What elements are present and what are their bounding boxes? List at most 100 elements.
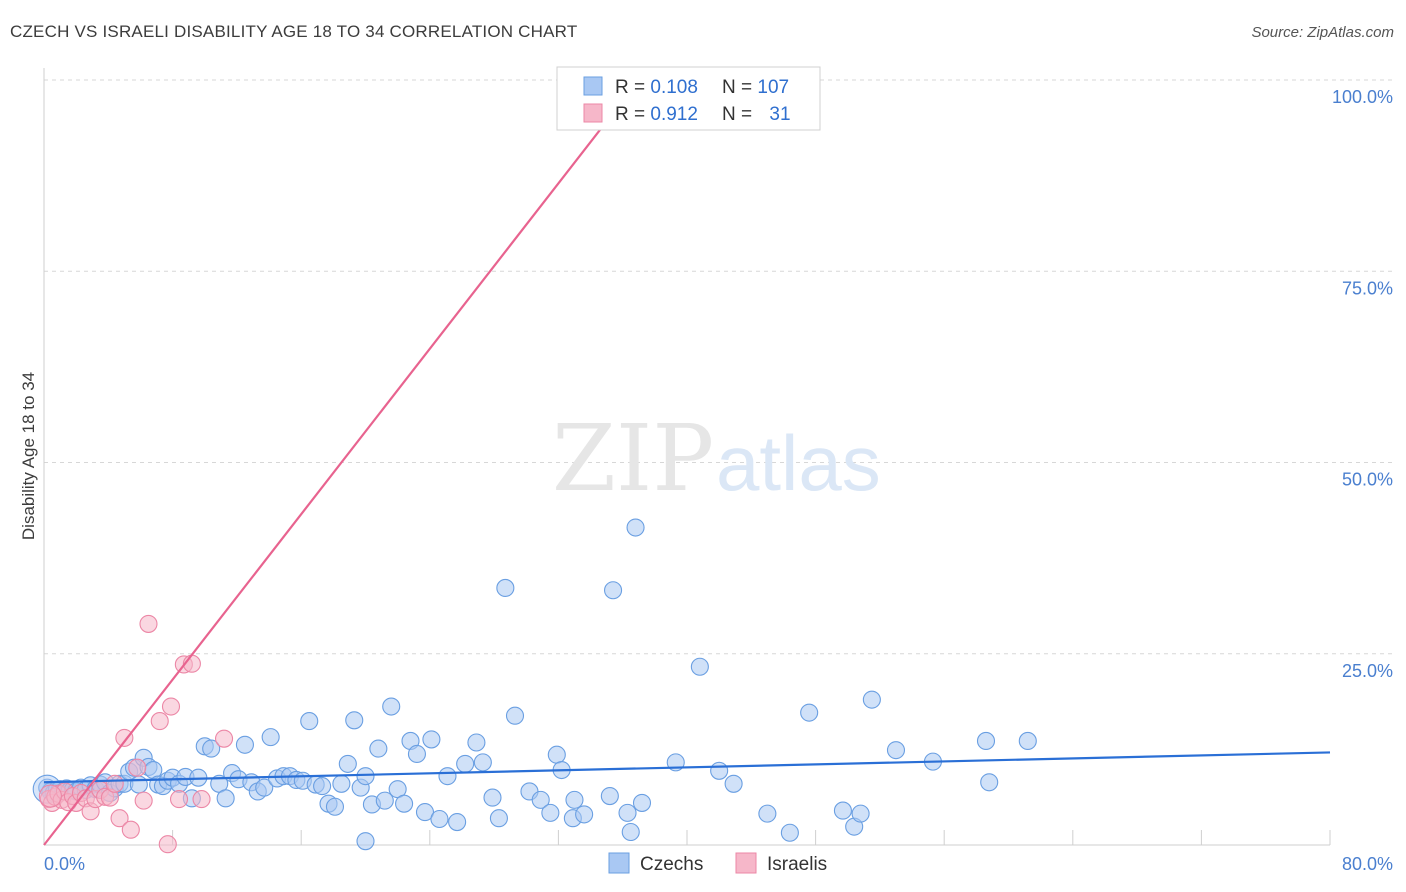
czech-point — [618, 803, 637, 822]
y-tick-label: 50.0% — [1342, 470, 1393, 490]
watermark-atlas: atlas — [716, 419, 881, 507]
czech-point — [541, 803, 560, 822]
israeli-point — [115, 728, 134, 747]
gridlines — [43, 79, 1392, 845]
israeli-point — [38, 784, 62, 808]
svg-text:N = 31: N = 31 — [722, 104, 791, 125]
czech-point — [467, 733, 486, 752]
czech-point — [313, 777, 332, 796]
legend-r-value: 0.108 — [650, 77, 698, 98]
israeli-point — [192, 790, 211, 809]
y-tick-labels: 25.0% 50.0% 75.0% 100.0% — [1332, 87, 1393, 681]
czech-point — [332, 774, 351, 793]
czech-point — [407, 744, 426, 764]
legend-n-label: N = — [722, 104, 757, 125]
czech-point — [976, 731, 996, 751]
legend-r-label: R = — [615, 104, 650, 125]
czech-point — [600, 786, 619, 806]
legend-r-value: 0.912 — [650, 104, 698, 125]
czech-point — [216, 789, 235, 808]
czech-point — [604, 581, 623, 600]
chart-title: CZECH VS ISRAELI DISABILITY AGE 18 TO 34… — [10, 22, 578, 41]
bottom-legend-swatch-israelis — [735, 852, 757, 874]
svg-text:N = 107: N = 107 — [722, 77, 789, 98]
x-tick-label: 80.0% — [1342, 854, 1393, 874]
legend-r-label: R = — [615, 77, 650, 98]
czech-point — [886, 741, 906, 760]
legend-n-value: 107 — [757, 77, 789, 98]
czech-point — [780, 823, 799, 842]
israeli-trend-line — [43, 79, 640, 846]
israeli-point — [110, 809, 129, 828]
czech-point — [369, 739, 388, 758]
czech-point — [724, 774, 743, 793]
czech-point — [621, 822, 640, 842]
israeli-point — [128, 758, 147, 777]
bottom-legend-swatch-czechs — [608, 852, 630, 874]
svg-text:R = 0.912: R = 0.912 — [615, 104, 698, 125]
source-credit: Source: ZipAtlas.com — [1251, 24, 1394, 41]
czech-point — [980, 773, 999, 792]
israeli-point — [158, 835, 177, 854]
czech-point — [531, 790, 550, 809]
czech-point — [505, 706, 525, 725]
czech-point — [489, 809, 508, 828]
czech-trend-line — [43, 751, 1331, 784]
czech-point — [422, 730, 441, 749]
legend-swatch-czechs — [583, 76, 603, 96]
czech-point — [356, 767, 375, 786]
czech-point — [758, 804, 777, 823]
czech-point — [626, 518, 645, 537]
israeli-point — [214, 729, 234, 748]
watermark: ZIP atlas — [552, 405, 881, 512]
czech-point — [261, 728, 280, 747]
czech-point — [300, 712, 319, 731]
x-tick-label: 0.0% — [44, 854, 85, 874]
czech-point — [690, 657, 709, 676]
israeli-point — [121, 820, 140, 839]
czech-point — [473, 753, 492, 772]
czech-point — [632, 793, 652, 812]
israeli-point — [161, 697, 181, 716]
czech-point — [565, 790, 584, 809]
israeli-point — [150, 712, 169, 731]
czech-point — [438, 767, 457, 786]
trend-lines — [43, 79, 1331, 846]
czech-point — [395, 794, 414, 813]
y-tick-label: 100.0% — [1332, 87, 1393, 107]
czech-point — [356, 832, 375, 851]
czech-point — [202, 739, 221, 758]
axes — [43, 68, 1330, 846]
czech-point — [862, 690, 881, 709]
israeli-point — [105, 774, 124, 793]
czech-point — [345, 711, 364, 730]
czech-point — [575, 805, 594, 824]
watermark-zip: ZIP — [552, 405, 714, 512]
bottom-legend-israelis: Israelis — [767, 854, 827, 875]
czech-point — [833, 801, 852, 820]
legend-n-value: 31 — [769, 104, 790, 125]
legend: R = 0.108 N = 107 R = 0.912 N = 31 — [556, 66, 821, 131]
czech-point — [710, 761, 729, 780]
legend-n-label: N = — [722, 77, 757, 98]
czech-point — [382, 697, 401, 716]
czech-point — [338, 754, 357, 773]
czech-point — [851, 804, 870, 823]
czech-point — [255, 778, 274, 797]
czech-point — [448, 812, 467, 832]
y-tick-label: 25.0% — [1342, 661, 1393, 681]
israeli-point — [169, 790, 189, 809]
israeli-point — [134, 791, 153, 810]
x-tick-labels: 0.0% 80.0% — [44, 854, 1393, 874]
czech-point — [547, 745, 566, 764]
czech-point — [375, 791, 394, 810]
czech-point — [325, 797, 345, 816]
czech-point — [483, 788, 502, 807]
czech-point — [800, 703, 819, 722]
czech-point — [129, 775, 148, 794]
israeli-points — [38, 614, 234, 854]
czech-point — [456, 754, 475, 773]
y-tick-label: 75.0% — [1342, 278, 1393, 298]
czech-point — [235, 735, 254, 754]
